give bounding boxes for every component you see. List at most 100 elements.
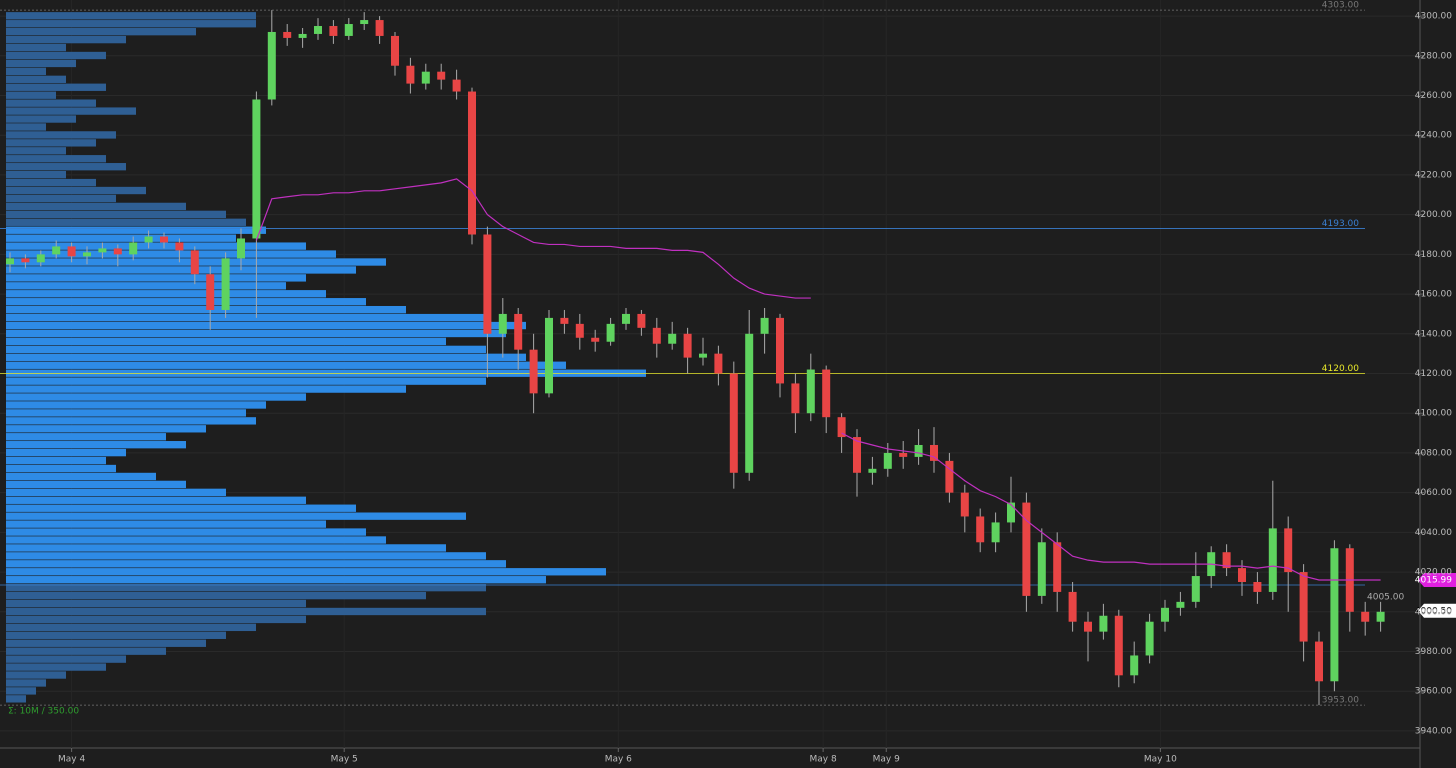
- candle-body: [637, 313, 646, 328]
- y-tick-label: 4020.00: [1415, 568, 1452, 578]
- candle-body: [21, 258, 30, 263]
- profile-bar: [6, 139, 96, 147]
- candle-body: [822, 369, 831, 418]
- y-tick-label: 4180.00: [1415, 250, 1452, 260]
- candle-body: [1145, 621, 1154, 656]
- profile-bar: [6, 409, 246, 417]
- profile-bar: [6, 155, 106, 163]
- candle-body: [930, 444, 938, 461]
- candle-body: [391, 35, 399, 66]
- profile-bar: [6, 480, 186, 489]
- candle-body: [267, 31, 276, 100]
- profile-bar: [6, 361, 566, 369]
- candle-body: [622, 313, 630, 324]
- profile-bar: [6, 425, 206, 433]
- candle-body: [1161, 607, 1169, 622]
- profile-bar: [6, 385, 406, 393]
- candle-body: [883, 452, 892, 469]
- profile-bar: [6, 441, 186, 449]
- profile-bar: [6, 583, 486, 592]
- x-tick-label: May 6: [605, 755, 632, 765]
- profile-bar: [6, 305, 406, 314]
- profile-bar: [6, 163, 126, 171]
- profile-bar: [6, 496, 306, 504]
- profile-bar: [6, 417, 256, 425]
- x-tick-label: May 5: [331, 755, 358, 765]
- profile-bar: [6, 59, 76, 68]
- y-tick-label: 4240.00: [1415, 131, 1452, 141]
- profile-bar: [6, 83, 106, 91]
- candle-body: [991, 522, 1000, 543]
- profile-bar: [6, 576, 546, 584]
- levels: 4303.00 4193.00 4120.00 3953.00: [0, 1, 1365, 706]
- price-badge-label: 4015.99: [1415, 576, 1452, 586]
- profile-bar: [6, 591, 426, 600]
- profile-bar: [6, 51, 106, 60]
- price-badge-label: 4000.50: [1415, 606, 1452, 616]
- profile-bar: [6, 99, 96, 107]
- profile-bar: [6, 75, 66, 83]
- candle-body: [52, 246, 61, 255]
- candle-body: [283, 31, 292, 38]
- overlay: 4015.99 4000.50 4005.00 Σ: 10M / 350.00: [8, 178, 1456, 717]
- y-tick-label: 4040.00: [1415, 528, 1452, 538]
- candle-body: [575, 323, 584, 338]
- candle-body: [529, 349, 538, 394]
- profile-bar: [6, 313, 486, 322]
- candle-body: [1022, 502, 1031, 596]
- candle-body: [190, 250, 199, 275]
- y-tick-label: 4200.00: [1415, 210, 1452, 220]
- profile-bar: [6, 560, 506, 568]
- profile-bar: [6, 35, 126, 44]
- y-tick-label: 4280.00: [1415, 51, 1452, 61]
- profile-bar: [6, 186, 146, 195]
- y-tick-label: 3960.00: [1415, 687, 1452, 697]
- candle-body: [668, 333, 677, 344]
- profile-bar: [6, 115, 76, 123]
- candle-body: [175, 242, 184, 251]
- candle-body: [314, 26, 322, 34]
- candle-body: [36, 254, 45, 263]
- profile-bar: [6, 242, 306, 250]
- candle-body: [1222, 552, 1231, 569]
- y-tick-label: 4120.00: [1415, 369, 1452, 379]
- candle-body: [1253, 581, 1262, 592]
- profile-bar: [6, 488, 226, 497]
- profile-bar: [6, 178, 96, 187]
- profile-bar: [6, 536, 386, 544]
- profile-bar: [6, 250, 336, 258]
- profile-bar: [6, 147, 66, 155]
- profile-bar: [6, 123, 46, 131]
- y-tick-label: 4080.00: [1415, 448, 1452, 458]
- profile-bar: [6, 266, 356, 274]
- profile-bar: [6, 679, 46, 687]
- candle-body: [237, 238, 245, 259]
- candle-body: [976, 516, 985, 543]
- profile-bar: [6, 329, 506, 338]
- profile-bar: [6, 298, 366, 306]
- profile-bar: [6, 337, 446, 346]
- candle-body: [360, 20, 369, 25]
- profile-bar: [6, 663, 106, 671]
- candle-body: [868, 468, 877, 473]
- candle-body: [406, 65, 415, 84]
- profile-bar: [6, 544, 446, 552]
- candle-body: [945, 460, 954, 493]
- profile-bar: [6, 353, 526, 361]
- profile-bar: [6, 512, 466, 520]
- profile-bar: [6, 639, 206, 647]
- profile-bar: [6, 552, 486, 560]
- x-tick-label: May 9: [873, 755, 900, 765]
- profile-bar: [6, 504, 356, 512]
- candle-body: [1037, 542, 1046, 596]
- candle-body: [252, 99, 261, 239]
- level-label: 4120.00: [1322, 364, 1359, 374]
- candle-body: [1268, 528, 1277, 592]
- profile-bar: [6, 448, 126, 457]
- candle-body: [853, 437, 861, 473]
- candle-body: [468, 91, 476, 235]
- candle-body: [1284, 528, 1293, 573]
- profile-bar: [6, 218, 246, 226]
- candle-body: [1068, 591, 1077, 622]
